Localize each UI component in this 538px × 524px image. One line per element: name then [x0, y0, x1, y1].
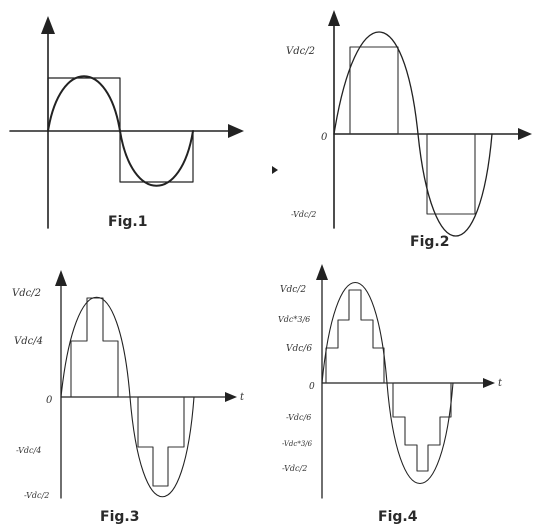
- fig2-y-axis-arrow: [328, 10, 340, 26]
- fig2-caption: Fig.2: [410, 234, 449, 250]
- fig1-caption: Fig.1: [108, 214, 147, 230]
- fig3-label-pos-half: Vdc/2: [12, 288, 41, 299]
- fig2-stray-arrow-mark: [272, 166, 278, 174]
- fig2-label-neg-half: -Vdc/2: [291, 210, 316, 219]
- figure-4: t Vdc/2 Vdc*3/6 Vdc/6 0 -Vdc/6 -Vdc*3/6 …: [278, 264, 503, 524]
- fig4-t-label: t: [498, 378, 503, 389]
- fig4-caption: Fig.4: [378, 509, 418, 524]
- figure-2: Vdc/2 0 -Vdc/2 Fig.2: [272, 10, 532, 250]
- fig4-staircase-wave: [325, 289, 452, 472]
- fig3-caption: Fig.3: [100, 509, 139, 524]
- fig2-square-wave: [349, 46, 476, 215]
- fig3-x-axis-arrow: [225, 392, 237, 402]
- fig3-label-pos-quarter: Vdc/4: [14, 336, 43, 347]
- fig4-y-axis-arrow: [316, 264, 328, 280]
- figure-3: t Vdc/2 Vdc/4 0 -Vdc/4 -Vdc/2 Fig.3: [12, 270, 245, 524]
- fig4-x-axis-arrow: [483, 378, 495, 388]
- fig4-label-pos-half: Vdc/2: [280, 285, 306, 295]
- fig4-sine-wave: [321, 281, 454, 485]
- fig4-label-pos-3-6: Vdc*3/6: [278, 315, 310, 324]
- fig4-label-neg-sixth: -Vdc/6: [286, 413, 311, 422]
- fig3-staircase-wave: [70, 297, 185, 487]
- fig3-label-neg-half: -Vdc/2: [24, 491, 49, 500]
- figure-1: Fig.1: [9, 16, 244, 230]
- fig3-t-label: t: [240, 392, 245, 403]
- fig3-label-neg-quarter: -Vdc/4: [16, 446, 41, 455]
- fig4-label-neg-half: -Vdc/2: [282, 464, 307, 473]
- fig3-sine-wave: [60, 296, 195, 498]
- fig1-y-axis-arrow: [41, 16, 55, 34]
- fig1-sine-wave: [47, 75, 194, 187]
- fig2-label-pos-half: Vdc/2: [286, 46, 315, 57]
- fig4-label-pos-sixth: Vdc/6: [286, 344, 312, 354]
- fig3-label-zero: 0: [46, 395, 53, 406]
- fig4-label-zero: 0: [309, 382, 315, 392]
- fig2-sine-wave: [333, 31, 493, 237]
- fig4-label-neg-3-6: -Vdc*3/6: [282, 440, 313, 448]
- fig1-x-axis-arrow: [228, 124, 244, 138]
- fig2-x-axis-arrow: [518, 128, 532, 140]
- fig3-y-axis-arrow: [55, 270, 67, 286]
- fig2-label-zero: 0: [321, 132, 328, 143]
